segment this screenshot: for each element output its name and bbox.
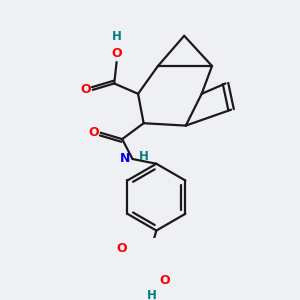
Text: O: O [160, 274, 170, 287]
Text: O: O [80, 83, 91, 96]
Text: N: N [120, 152, 130, 166]
Text: O: O [116, 242, 127, 255]
Text: O: O [88, 126, 99, 139]
Text: O: O [111, 47, 122, 60]
Text: H: H [147, 289, 157, 300]
Text: H: H [139, 150, 149, 163]
Text: H: H [112, 30, 122, 43]
